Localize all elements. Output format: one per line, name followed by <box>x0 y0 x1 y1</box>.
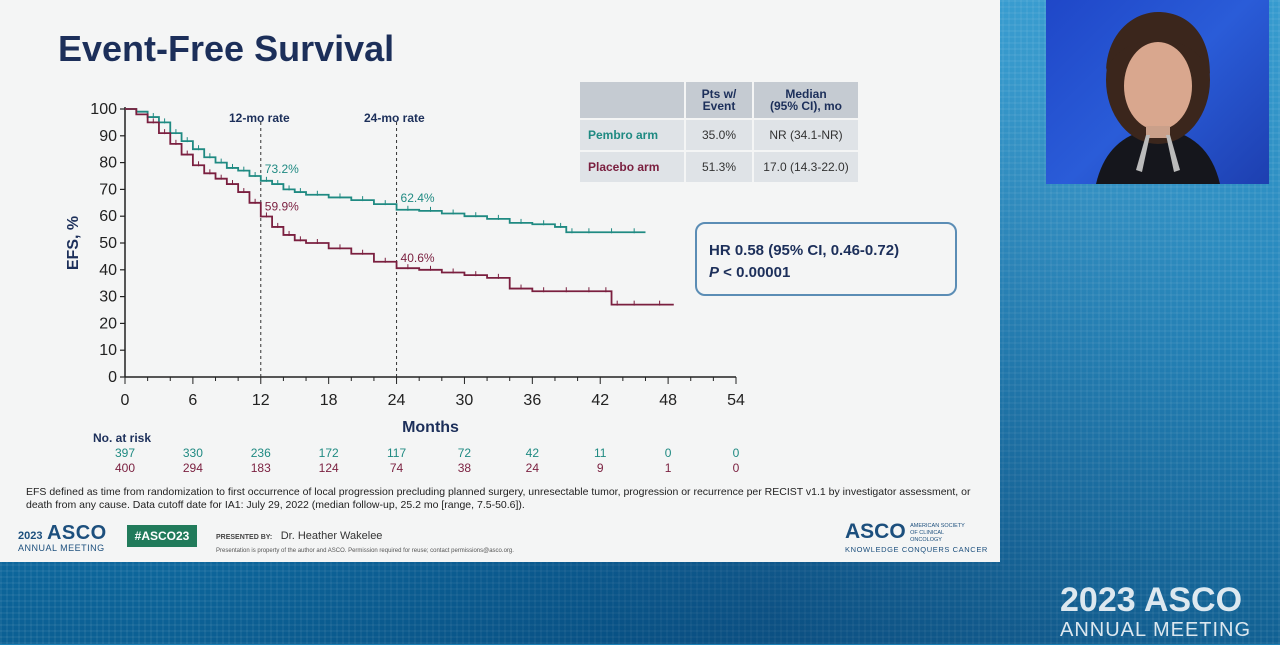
km-curve-placebo <box>125 108 674 306</box>
y-tick-label: 30 <box>99 289 117 306</box>
at-risk-pembro: 0 <box>665 446 672 460</box>
at-risk-pembro: 117 <box>387 446 406 460</box>
table-header-pts: Pts w/ Event <box>686 82 752 118</box>
at-risk-pembro: 11 <box>594 446 607 460</box>
at-risk-placebo: 294 <box>183 461 203 475</box>
table-row-pembro: Pembro arm 35.0% NR (34.1-NR) <box>580 120 858 150</box>
at-risk-pembro: 236 <box>251 446 271 460</box>
x-tick-label: 6 <box>188 392 197 409</box>
table-row-placebo: Placebo arm 51.3% 17.0 (14.3-22.0) <box>580 152 858 182</box>
efs-summary-table: Pts w/ Event Median (95% CI), mo Pembro … <box>578 80 860 184</box>
table-header-median: Median (95% CI), mo <box>754 82 858 118</box>
table-median-pembro: NR (34.1-NR) <box>754 120 858 150</box>
table-header-pts-line1: Pts w/ <box>701 87 737 101</box>
x-tick-label: 0 <box>121 392 130 409</box>
x-tick-label: 18 <box>320 392 338 409</box>
at-risk-placebo: 38 <box>458 461 472 475</box>
rate-24-label: 24-mo rate <box>364 111 425 125</box>
hashtag-badge: #ASCO23 <box>127 525 197 547</box>
footnote: EFS defined as time from randomization t… <box>26 486 971 511</box>
presenter-info: PRESENTED BY: Dr. Heather Wakelee Presen… <box>216 526 514 554</box>
p-symbol: P <box>709 264 720 281</box>
watermark-line2: ANNUAL MEETING <box>1060 619 1252 641</box>
meeting-year: 2023 <box>18 530 43 542</box>
speaker-silhouette <box>1096 12 1220 184</box>
x-tick-label: 54 <box>727 392 745 409</box>
km-curve-pembro <box>125 108 646 234</box>
presenter-note: Presentation is property of the author a… <box>216 548 514 554</box>
y-tick-label: 0 <box>108 369 117 386</box>
speaker-video <box>1046 0 1269 184</box>
y-tick-label: 70 <box>99 181 117 198</box>
rate-12-label: 12-mo rate <box>229 111 290 125</box>
rate-annotation: 59.9% <box>265 199 299 213</box>
at-risk-pembro: 72 <box>458 446 472 460</box>
at-risk-placebo: 74 <box>390 461 404 475</box>
at-risk-pembro: 172 <box>319 446 339 460</box>
table-header-median-line2: (95% CI), mo <box>769 99 842 113</box>
p-value-text: P < 0.00001 <box>709 262 955 284</box>
x-tick-label: 42 <box>591 392 609 409</box>
table-median-placebo: 17.0 (14.3-22.0) <box>754 152 858 182</box>
table-arm-placebo: Placebo arm <box>580 152 684 182</box>
hazard-ratio-text: HR 0.58 (95% CI, 0.46-0.72) <box>709 242 900 259</box>
slide-title: Event-Free Survival <box>58 28 395 69</box>
x-tick-label: 30 <box>456 392 474 409</box>
presentation-slide: Event-Free Survival 0 10 20 30 40 50 60 70 80 90 1… <box>0 0 1000 562</box>
rate-annotation: 62.4% <box>401 191 435 205</box>
asco-word: ASCO <box>845 520 906 543</box>
at-risk-placebo: 1 <box>665 461 672 475</box>
at-risk-pembro: 42 <box>526 446 540 460</box>
at-risk-placebo: 124 <box>319 461 339 475</box>
at-risk-placebo: 9 <box>597 461 604 475</box>
at-risk-placebo: 183 <box>251 461 271 475</box>
hazard-ratio-box: HR 0.58 (95% CI, 0.46-0.72) P < 0.00001 <box>695 222 957 296</box>
at-risk-pembro: 0 <box>733 446 740 460</box>
x-tick-label: 48 <box>659 392 677 409</box>
x-tick-label: 24 <box>388 392 406 409</box>
y-tick-label: 40 <box>99 262 117 279</box>
meeting-annual: ANNUAL MEETING <box>18 543 105 553</box>
table-header-median-line1: Median <box>785 87 827 101</box>
table-header-blank <box>580 82 684 118</box>
at-risk-label: No. at risk <box>93 431 151 445</box>
presenter-name: Dr. Heather Wakelee <box>280 530 383 542</box>
at-risk-pembro: 397 <box>115 446 135 460</box>
asco-society-name: AMERICAN SOCIETY OF CLINICAL ONCOLOGY <box>910 523 965 543</box>
y-tick-label: 20 <box>99 315 117 332</box>
asco-tagline: KNOWLEDGE CONQUERS CANCER <box>845 545 988 554</box>
watermark-line1: 2023 ASCO <box>1060 581 1243 619</box>
table-header-pts-line2: Event <box>702 99 736 113</box>
y-tick-label: 100 <box>90 101 117 118</box>
x-axis-title: Months <box>402 419 459 436</box>
watermark: 2023 ASCO ANNUAL MEETING <box>1060 583 1252 645</box>
at-risk-placebo: 24 <box>526 461 540 475</box>
rate-annotation: 40.6% <box>401 251 435 265</box>
y-tick-label: 10 <box>99 342 117 359</box>
at-risk-placebo: 0 <box>733 461 740 475</box>
at-risk-placebo: 400 <box>115 461 135 475</box>
y-axis-title: EFS, % <box>65 216 82 270</box>
y-tick-label: 90 <box>99 128 117 145</box>
rate-annotation: 73.2% <box>265 162 299 176</box>
y-tick-label: 60 <box>99 208 117 225</box>
p-value: < 0.00001 <box>719 264 791 281</box>
asco-meeting-logo: 2023 ASCO ANNUAL MEETING <box>18 522 107 553</box>
meeting-asco: ASCO <box>46 522 107 544</box>
at-risk-pembro: 330 <box>183 446 203 460</box>
y-tick-label: 80 <box>99 155 117 172</box>
asco-society-logo: ASCO AMERICAN SOCIETY OF CLINICAL ONCOLO… <box>845 520 988 554</box>
table-pts-pembro: 35.0% <box>686 120 752 150</box>
x-tick-label: 12 <box>252 392 270 409</box>
x-tick-label: 36 <box>523 392 541 409</box>
table-pts-placebo: 51.3% <box>686 152 752 182</box>
presented-by-label: PRESENTED BY: <box>216 534 273 541</box>
table-arm-pembro: Pembro arm <box>580 120 684 150</box>
y-tick-label: 50 <box>99 235 117 252</box>
